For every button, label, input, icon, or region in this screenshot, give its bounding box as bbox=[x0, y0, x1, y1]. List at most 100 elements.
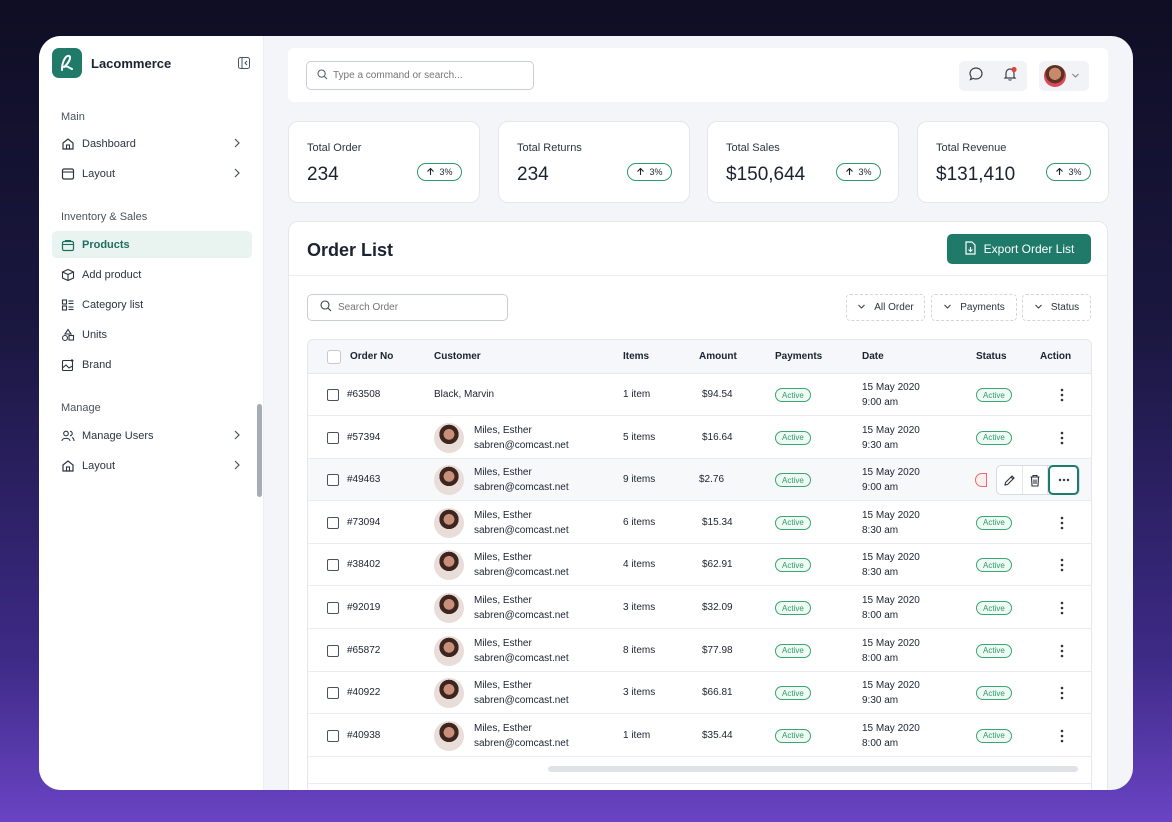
order-date: 15 May 2020 bbox=[862, 595, 920, 606]
order-amount: $77.98 bbox=[702, 644, 733, 656]
sidebar-item-units[interactable]: Units bbox=[52, 321, 252, 348]
order-date: 15 May 2020 bbox=[862, 424, 920, 436]
column-order-no[interactable]: Order No bbox=[350, 351, 394, 362]
chat-icon[interactable] bbox=[968, 66, 984, 87]
order-amount: $15.34 bbox=[702, 516, 733, 528]
item-count: 9 items bbox=[623, 474, 656, 486]
sidebar-item-brand[interactable]: Brand bbox=[52, 351, 252, 378]
row-checkbox[interactable] bbox=[327, 729, 339, 742]
sidebar-item-layout[interactable]: Layout bbox=[52, 160, 252, 187]
row-checkbox[interactable] bbox=[327, 389, 339, 401]
chevron-down-icon bbox=[1034, 302, 1043, 314]
stat-change-badge: 3% bbox=[836, 163, 881, 181]
order-amount: $66.81 bbox=[702, 687, 733, 699]
status-badge: Active bbox=[976, 728, 1012, 743]
more-horizontal-icon[interactable] bbox=[1048, 465, 1079, 496]
sidebar-collapse-icon[interactable] bbox=[238, 56, 252, 70]
filter-payments[interactable]: Payments bbox=[931, 294, 1017, 321]
filter-label: Status bbox=[1050, 302, 1080, 313]
table-row[interactable]: #49463 Miles, Esther sabren@comcast.net 9 i… bbox=[308, 459, 1091, 502]
customer-email: sabren@comcast.net bbox=[474, 652, 569, 664]
customer-email: sabren@comcast.net bbox=[474, 524, 569, 536]
select-all-checkbox[interactable] bbox=[327, 350, 341, 364]
payment-badge: Active bbox=[775, 686, 811, 701]
filter-label: All Order bbox=[874, 302, 914, 313]
sidebar-item-dashboard[interactable]: Dashboard bbox=[52, 130, 252, 157]
kebab-menu-icon[interactable] bbox=[1060, 729, 1064, 743]
row-checkbox[interactable] bbox=[327, 431, 339, 444]
kebab-menu-icon[interactable] bbox=[1060, 388, 1064, 402]
payment-badge: Active bbox=[775, 643, 811, 658]
chevron-down-icon bbox=[943, 302, 952, 314]
row-checkbox[interactable] bbox=[327, 687, 339, 700]
kebab-menu-icon[interactable] bbox=[1060, 558, 1064, 572]
kebab-menu-icon[interactable] bbox=[1060, 686, 1064, 700]
customer-name: Black, Marvin bbox=[434, 389, 495, 400]
horizontal-scrollbar[interactable] bbox=[548, 766, 1078, 772]
sidebar-item-category-list[interactable]: Category list bbox=[52, 291, 252, 318]
table-row[interactable]: #57394 Miles, Esther sabren@comcast.net 5 i… bbox=[308, 417, 1091, 459]
stat-label: Total Returns bbox=[517, 142, 582, 154]
column-amount[interactable]: Amount bbox=[699, 351, 737, 362]
filter-status[interactable]: Status bbox=[1022, 294, 1091, 321]
sidebar-item-add-product[interactable]: Add product bbox=[52, 261, 252, 288]
table-row[interactable]: #40938 Miles, Esther sabren@comcast.net 1 i… bbox=[308, 715, 1091, 757]
order-date: 15 May 2020 bbox=[862, 680, 920, 692]
row-checkbox[interactable] bbox=[327, 474, 339, 487]
order-amount: $16.64 bbox=[702, 431, 733, 443]
kebab-menu-icon[interactable] bbox=[1060, 516, 1064, 530]
kebab-menu-icon[interactable] bbox=[1060, 431, 1064, 445]
user-menu[interactable] bbox=[1039, 61, 1089, 91]
sidebar-item-layout-2[interactable]: Layout bbox=[52, 452, 252, 479]
table-header: Order No Customer Items Amount Payments … bbox=[308, 340, 1091, 374]
column-items[interactable]: Items bbox=[623, 351, 650, 362]
order-search-input[interactable] bbox=[338, 302, 498, 313]
stat-change-badge: 3% bbox=[1046, 163, 1091, 181]
brand[interactable]: Lacommerce bbox=[52, 48, 171, 78]
table-row[interactable]: #73094 Miles, Esther sabren@comcast.net 6 i… bbox=[308, 502, 1091, 544]
column-payments[interactable]: Payments bbox=[775, 351, 823, 362]
stat-value: $131,410 bbox=[936, 164, 1016, 185]
search-icon bbox=[317, 67, 328, 85]
row-checkbox[interactable] bbox=[327, 644, 339, 657]
order-amount: $94.54 bbox=[702, 389, 733, 400]
export-order-list-button[interactable]: Export Order List bbox=[947, 234, 1091, 264]
payment-badge: Active bbox=[775, 388, 811, 402]
column-date[interactable]: Date bbox=[862, 351, 884, 362]
arrow-up-icon bbox=[1055, 167, 1064, 178]
row-checkbox[interactable] bbox=[327, 602, 339, 614]
bell-icon[interactable] bbox=[1002, 66, 1018, 87]
customer-name: Miles, Esther bbox=[474, 680, 532, 692]
avatar bbox=[1044, 65, 1066, 87]
orders-table: Order No Customer Items Amount Payments … bbox=[307, 339, 1092, 790]
item-count: 1 item bbox=[623, 729, 651, 741]
table-row[interactable]: #38402 Miles, Esther sabren@comcast.net 4 i… bbox=[308, 544, 1091, 587]
edit-icon[interactable] bbox=[997, 466, 1023, 495]
sidebar-item-label: Dashboard bbox=[82, 137, 136, 150]
command-search-input[interactable] bbox=[333, 70, 523, 81]
kebab-menu-icon[interactable] bbox=[1060, 601, 1064, 615]
sidebar-item-manage-users[interactable]: Manage Users bbox=[52, 422, 252, 449]
table-row[interactable]: #92019 Miles, Esther sabren@comcast.net 3 i… bbox=[308, 587, 1091, 629]
sidebar-scrollbar[interactable] bbox=[257, 404, 262, 497]
row-checkbox[interactable] bbox=[327, 559, 339, 572]
avatar bbox=[434, 593, 464, 623]
table-row[interactable]: #65872 Miles, Esther sabren@comcast.net 8 i… bbox=[308, 630, 1091, 672]
column-action[interactable]: Action bbox=[1040, 351, 1072, 362]
order-time: 9:30 am bbox=[862, 695, 899, 707]
stat-card-total-sales: Total Sales $150,644 3% bbox=[707, 121, 899, 203]
trash-icon[interactable] bbox=[1023, 466, 1049, 495]
table-row[interactable]: #40922 Miles, Esther sabren@comcast.net 3 i… bbox=[308, 672, 1091, 715]
kebab-menu-icon[interactable] bbox=[1060, 644, 1064, 658]
column-customer[interactable]: Customer bbox=[434, 351, 481, 362]
command-search[interactable] bbox=[306, 61, 534, 90]
filter-all-order[interactable]: All Order bbox=[846, 294, 925, 321]
column-status[interactable]: Status bbox=[976, 351, 1007, 362]
row-checkbox[interactable] bbox=[327, 516, 339, 529]
order-search[interactable] bbox=[307, 294, 508, 321]
table-row[interactable]: #63508 Black, Marvin 1 item $94.54 Active 15 … bbox=[308, 374, 1091, 416]
payment-badge: Active bbox=[775, 515, 811, 530]
item-count: 6 items bbox=[623, 516, 656, 528]
status-badge: Active bbox=[976, 558, 1012, 573]
sidebar-item-products[interactable]: Products bbox=[52, 231, 252, 258]
